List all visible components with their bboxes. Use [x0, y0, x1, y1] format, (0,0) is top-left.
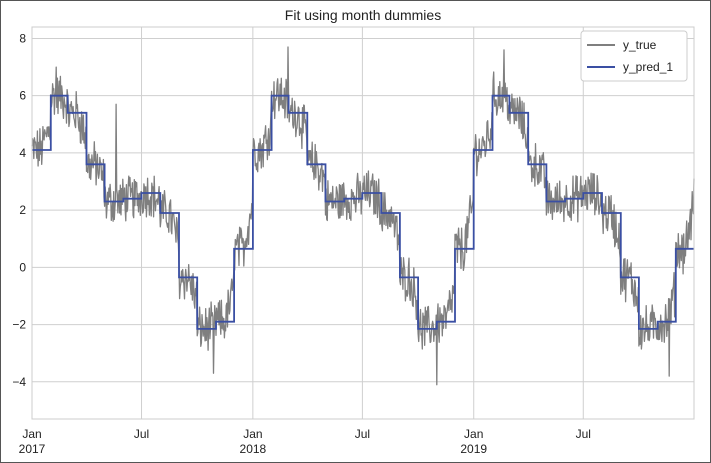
legend-label-y-pred-1: y_pred_1 — [623, 60, 673, 74]
series-line-y-pred-1 — [32, 94, 694, 330]
x-tick-label: Jan — [464, 427, 483, 441]
x-tick-label: Jan — [22, 427, 41, 441]
x-tick-year-label: 2018 — [240, 442, 267, 456]
legend-box — [580, 30, 688, 82]
series-y-pred-1 — [32, 94, 694, 330]
plot-frame — [31, 26, 695, 420]
x-tick-label: Jul — [134, 427, 149, 441]
y-tick-label: 0 — [19, 260, 26, 274]
y-axis: −4 −2 0 2 4 6 8 — [12, 31, 26, 388]
x-tick-label: Jan — [243, 427, 262, 441]
y-tick-label: 8 — [19, 31, 26, 45]
x-tick-label: Jul — [355, 427, 370, 441]
legend-label-y-true: y_true — [623, 38, 657, 52]
chart-title: Fit using month dummies — [285, 7, 441, 23]
legend: y_true y_pred_1 — [580, 30, 688, 82]
y-tick-label: 4 — [19, 146, 26, 160]
x-tick-label: Jul — [576, 427, 591, 441]
grid — [31, 27, 694, 419]
y-tick-label: 2 — [19, 203, 26, 217]
y-tick-label: −4 — [12, 375, 26, 389]
y-tick-label: 6 — [19, 89, 26, 103]
series-line-y-true — [31, 46, 695, 386]
x-tick-year-label: 2017 — [19, 442, 46, 456]
x-tick-year-label: 2019 — [460, 442, 487, 456]
y-tick-label: −2 — [12, 318, 26, 332]
series-y-true — [31, 46, 695, 386]
